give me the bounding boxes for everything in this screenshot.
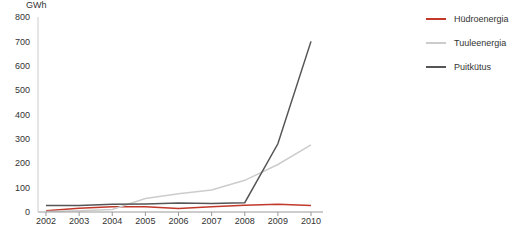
- svg-text:2006: 2006: [168, 216, 188, 226]
- svg-text:600: 600: [15, 61, 30, 71]
- svg-text:700: 700: [15, 37, 30, 47]
- html-text:Hüdroenergia: Hüdroenergia: [454, 14, 509, 24]
- svg-text:800: 800: [15, 12, 30, 22]
- svg-text:2004: 2004: [102, 216, 122, 226]
- svg-text:2009: 2009: [268, 216, 288, 226]
- svg-text:2007: 2007: [202, 216, 222, 226]
- svg-text:100: 100: [15, 183, 30, 193]
- svg-text:2002: 2002: [36, 216, 56, 226]
- html-text:GWh: GWh: [26, 0, 47, 10]
- svg-text:200: 200: [15, 158, 30, 168]
- svg-text:2008: 2008: [235, 216, 255, 226]
- svg-text:2005: 2005: [135, 216, 155, 226]
- svg-text:300: 300: [15, 134, 30, 144]
- html-text:Puitkütus: Puitkütus: [454, 62, 491, 72]
- svg-text:2003: 2003: [69, 216, 89, 226]
- html-text:Tuuleenergia: Tuuleenergia: [454, 38, 507, 48]
- svg-text:400: 400: [15, 110, 30, 120]
- svg-text:2010: 2010: [301, 216, 321, 226]
- svg-text:0: 0: [25, 207, 30, 217]
- svg-text:500: 500: [15, 85, 30, 95]
